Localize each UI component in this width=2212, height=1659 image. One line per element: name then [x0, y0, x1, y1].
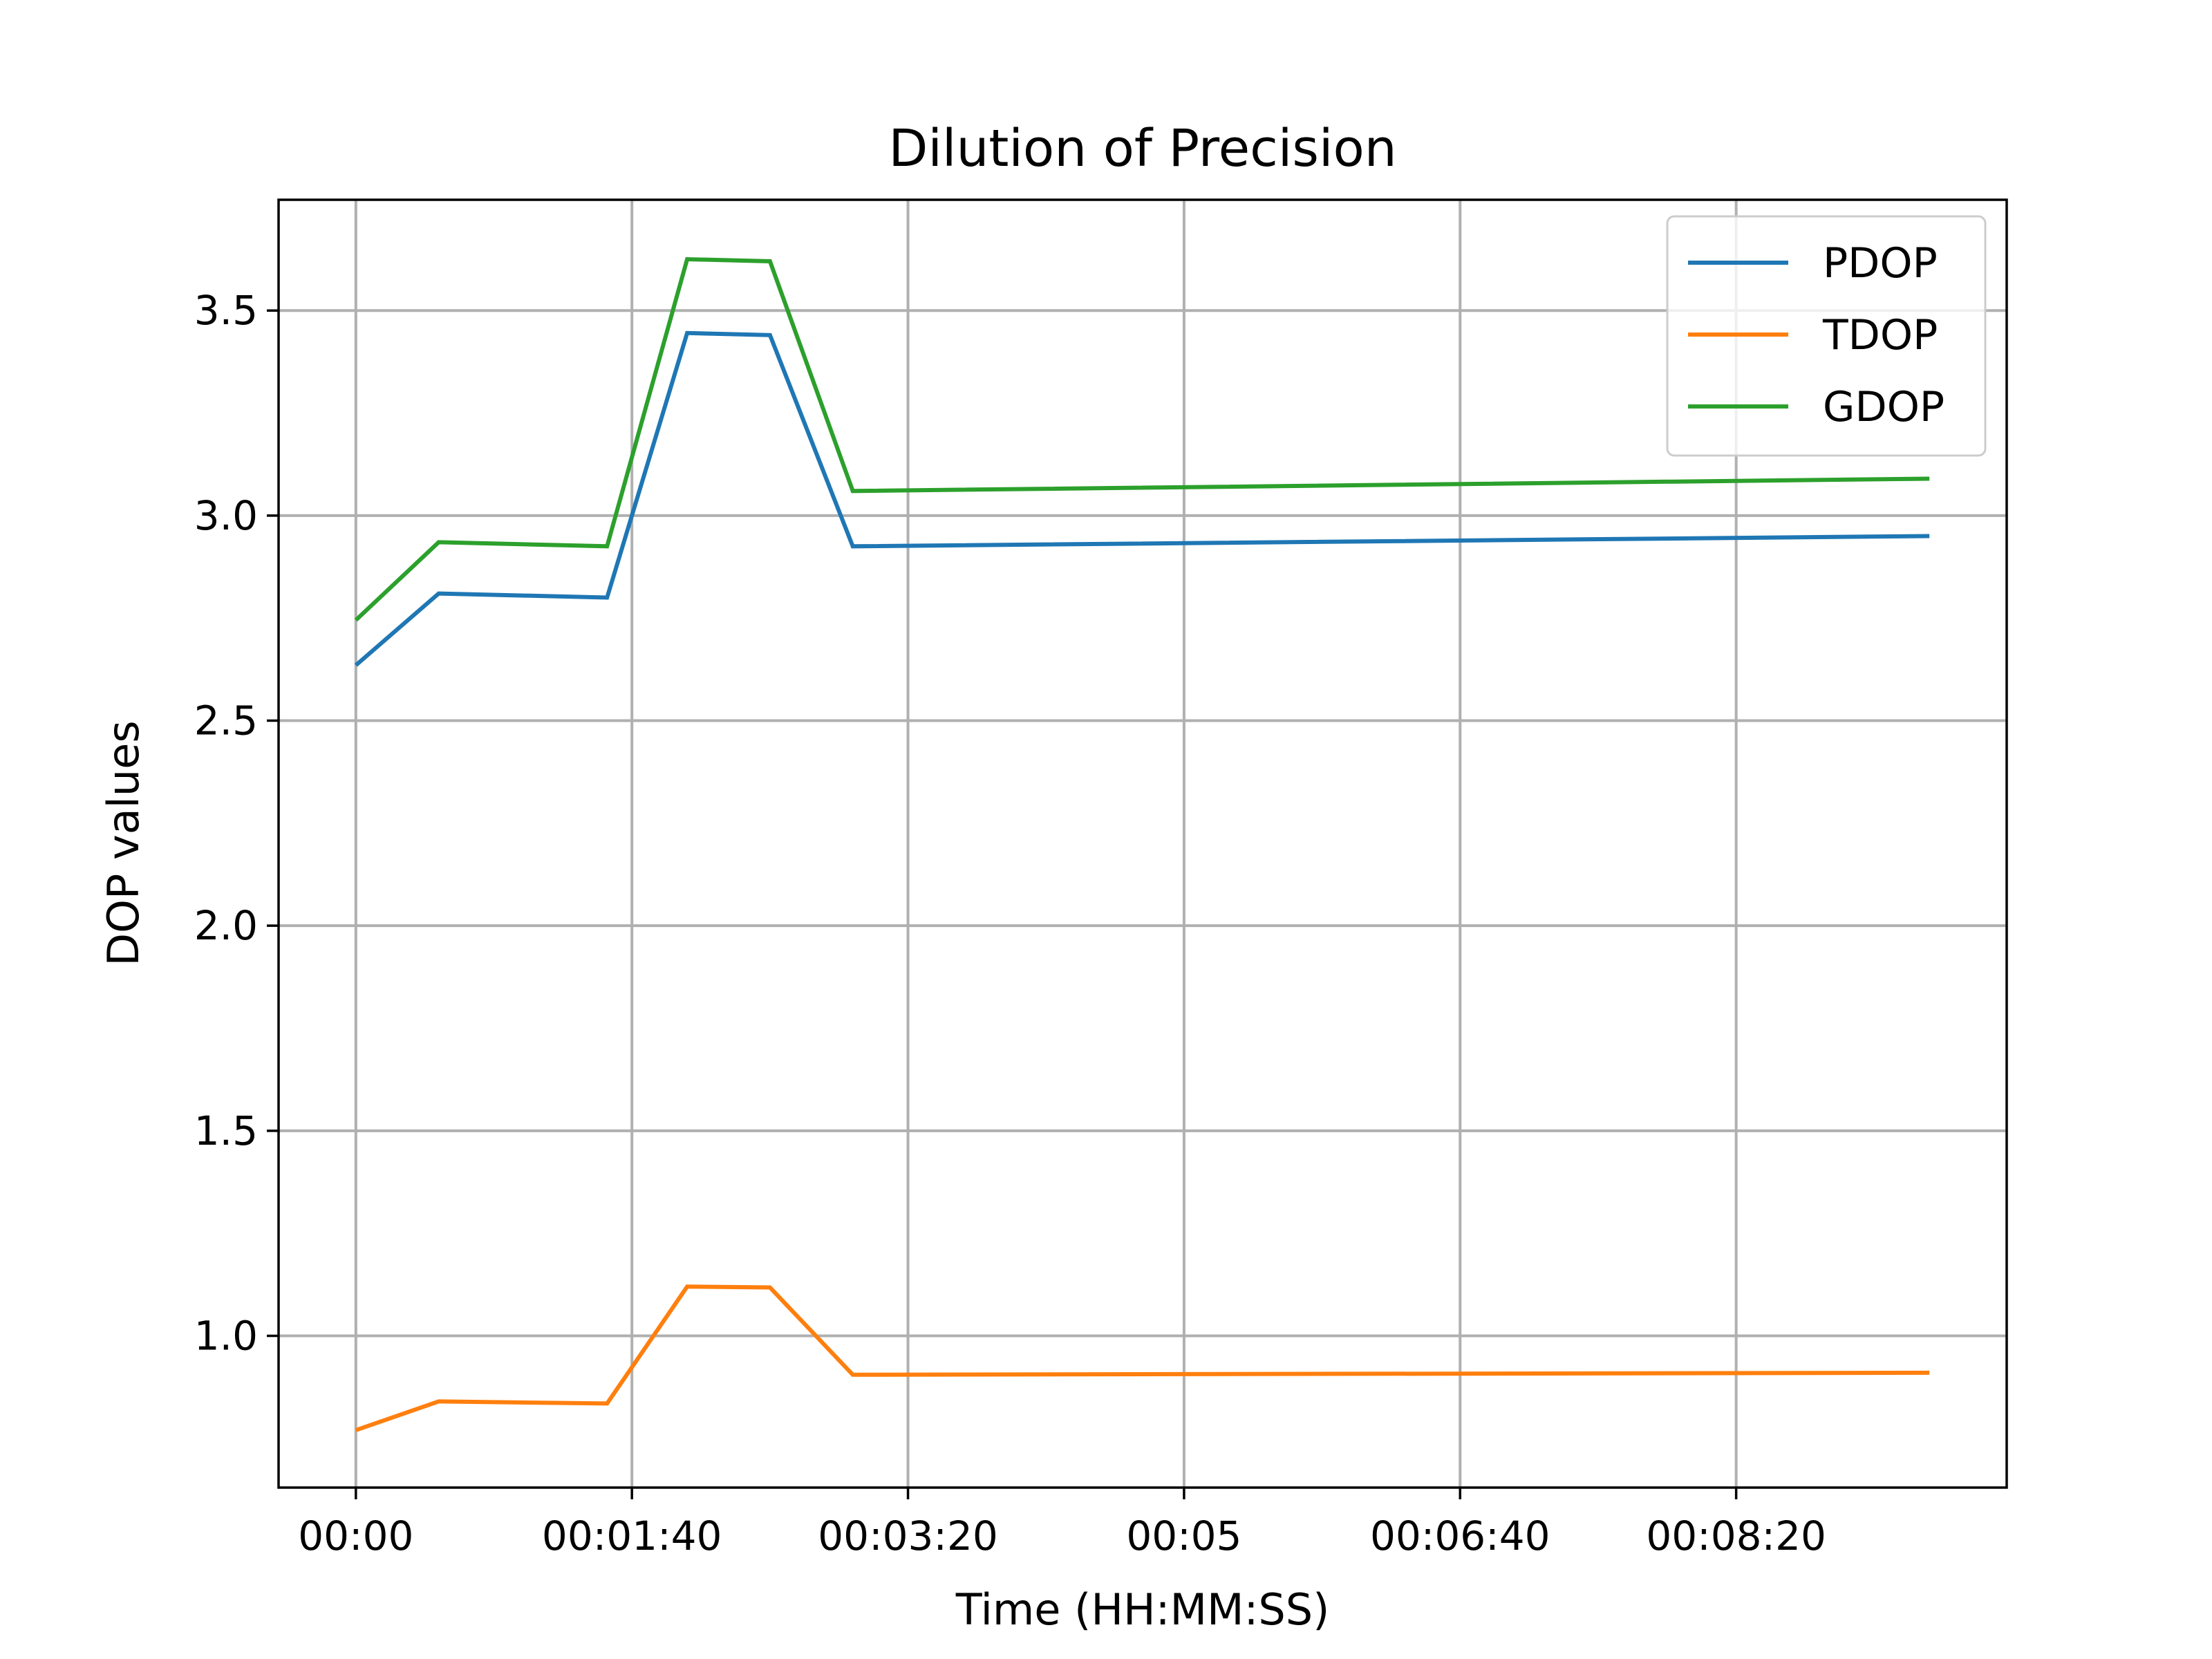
legend-label-tdop: TDOP: [1822, 311, 1938, 359]
plot-frame: [277, 198, 2008, 1489]
series-layer: [354, 256, 1930, 1432]
x-tick-label: 00:06:40: [1370, 1512, 1550, 1559]
series-line-tdop: [355, 1284, 1930, 1432]
x-tick-label: 00:05: [1126, 1512, 1241, 1559]
grid: [279, 200, 2007, 1488]
legend-box: [1666, 215, 1987, 457]
y-tick-label: 3.0: [194, 492, 258, 539]
y-tick-label: 1.5: [194, 1107, 258, 1154]
x-tick-label: 00:08:20: [1646, 1512, 1826, 1559]
y-axis-label: DOP values: [98, 720, 149, 966]
x-axis: 00:00 00:01:40 00:03:20 00:05 00:06:40 00:08:…: [298, 1488, 1826, 1559]
y-tick-label: 3.5: [194, 287, 258, 334]
y-tick-label: 2.5: [194, 697, 258, 744]
legend-label-pdop: PDOP: [1823, 239, 1938, 288]
legend-label-gdop: GDOP: [1823, 383, 1944, 431]
legend: PDOP TDOP GDOP: [1666, 215, 1987, 457]
x-tick-label: 00:01:40: [542, 1512, 722, 1559]
series-line-gdop: [354, 256, 1930, 622]
x-tick-label: 00:00: [298, 1512, 413, 1559]
y-axis: 1.0 1.5 2.0 2.5 3.0 3.5: [194, 287, 279, 1359]
y-tick-label: 2.0: [194, 902, 258, 949]
chart-title: Dilution of Precision: [888, 119, 1396, 178]
x-tick-label: 00:03:20: [818, 1512, 998, 1559]
series-line-pdop: [354, 330, 1930, 667]
x-axis-label: Time (HH:MM:SS): [955, 1584, 1330, 1635]
y-tick-label: 1.0: [194, 1312, 258, 1359]
